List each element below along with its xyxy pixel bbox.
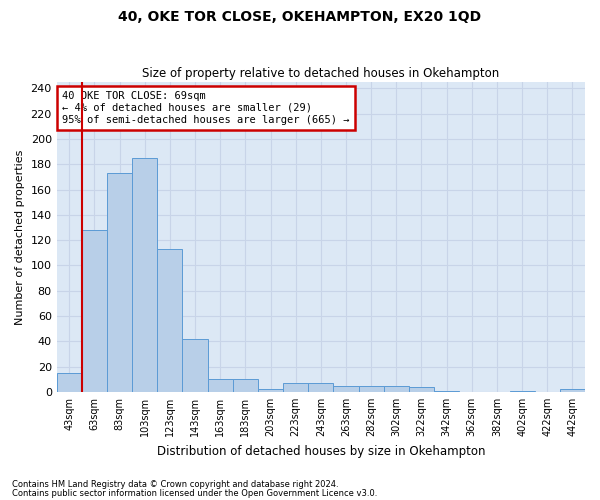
- Bar: [308, 383, 334, 392]
- Text: Contains HM Land Registry data © Crown copyright and database right 2024.: Contains HM Land Registry data © Crown c…: [12, 480, 338, 489]
- X-axis label: Distribution of detached houses by size in Okehampton: Distribution of detached houses by size …: [157, 444, 485, 458]
- Bar: [334, 386, 359, 392]
- Bar: [233, 380, 258, 392]
- Bar: [107, 173, 132, 392]
- Bar: [359, 386, 384, 392]
- Text: 40, OKE TOR CLOSE, OKEHAMPTON, EX20 1QD: 40, OKE TOR CLOSE, OKEHAMPTON, EX20 1QD: [118, 10, 482, 24]
- Bar: [208, 380, 233, 392]
- Bar: [157, 249, 182, 392]
- Bar: [560, 390, 585, 392]
- Bar: [56, 373, 82, 392]
- Bar: [182, 339, 208, 392]
- Y-axis label: Number of detached properties: Number of detached properties: [15, 150, 25, 324]
- Bar: [509, 390, 535, 392]
- Title: Size of property relative to detached houses in Okehampton: Size of property relative to detached ho…: [142, 66, 499, 80]
- Bar: [132, 158, 157, 392]
- Text: Contains public sector information licensed under the Open Government Licence v3: Contains public sector information licen…: [12, 488, 377, 498]
- Bar: [434, 390, 459, 392]
- Bar: [409, 387, 434, 392]
- Bar: [82, 230, 107, 392]
- Bar: [384, 386, 409, 392]
- Bar: [258, 390, 283, 392]
- Text: 40 OKE TOR CLOSE: 69sqm
← 4% of detached houses are smaller (29)
95% of semi-det: 40 OKE TOR CLOSE: 69sqm ← 4% of detached…: [62, 92, 349, 124]
- Bar: [283, 383, 308, 392]
